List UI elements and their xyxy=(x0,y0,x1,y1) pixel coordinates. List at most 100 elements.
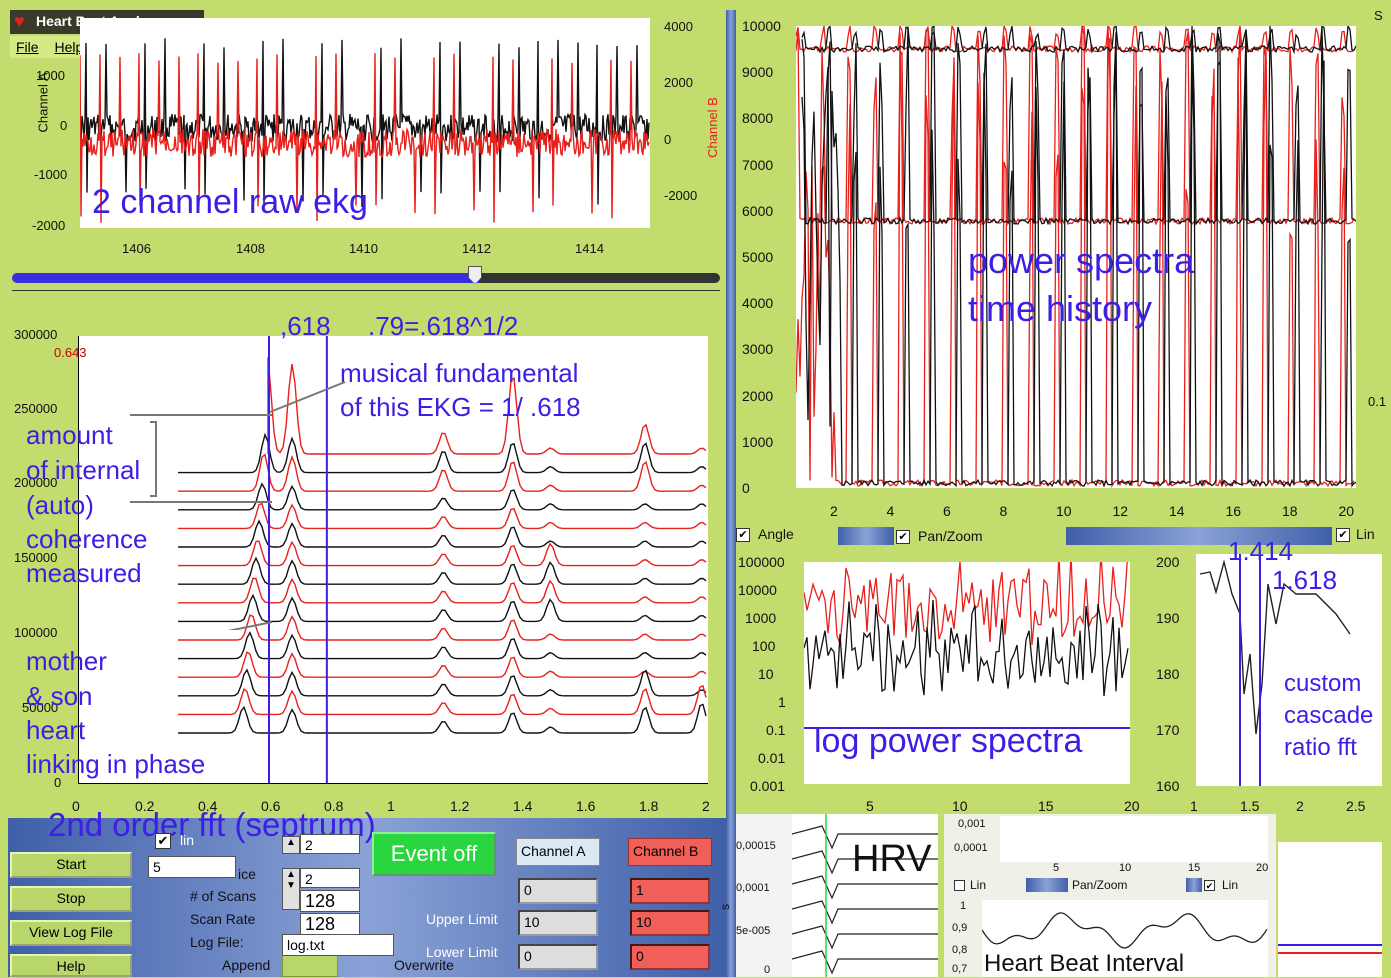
lin-checkbox[interactable]: ✔ xyxy=(155,833,171,849)
hbi-lin2-label: Lin xyxy=(1222,878,1239,892)
ekg-ytick-left: 0 xyxy=(60,118,68,133)
annot-heart: heart xyxy=(26,715,86,745)
append-toggle[interactable] xyxy=(282,955,338,977)
hrv-trace xyxy=(792,950,938,975)
hbi-ytick2: 1 xyxy=(960,900,967,912)
angle-slider[interactable] xyxy=(838,527,894,545)
log-ytick: 100000 xyxy=(738,554,785,570)
help-button[interactable]: Help xyxy=(10,954,132,977)
menu-file[interactable]: File xyxy=(16,39,39,55)
septrum-ytick: 200000 xyxy=(14,475,58,490)
log-ytick: 10000 xyxy=(738,582,777,598)
ratio-xtick: 1.5 xyxy=(1240,798,1260,814)
ekg-trace xyxy=(80,38,650,208)
hbi-lin-checkbox[interactable] xyxy=(954,880,965,891)
hbi-ytick: 0,001 xyxy=(958,818,986,830)
annot-measured: measured xyxy=(26,558,142,588)
annot-power-2: time history xyxy=(968,288,1153,329)
logfile-label: Log File: xyxy=(190,934,244,950)
scans-field[interactable]: 128 xyxy=(300,890,360,912)
power-ytick: 1000 xyxy=(742,433,774,450)
log-power-trace xyxy=(804,562,1128,646)
power-xtick: 20 xyxy=(1338,503,1355,519)
panzoom-slider[interactable] xyxy=(1066,527,1332,545)
angle-checkbox[interactable]: ✔ xyxy=(736,528,750,542)
hbi-annotation: Heart Beat Interval xyxy=(984,950,1185,977)
spin-up-icon[interactable]: ▲ xyxy=(282,836,300,854)
edge-label-s: S xyxy=(1374,8,1383,23)
septrum-xtick: 0.6 xyxy=(261,798,281,814)
power-ytick: 8000 xyxy=(742,110,774,127)
hbi-trace xyxy=(982,912,1268,949)
power-trace xyxy=(801,26,1356,226)
ratio-xtick: 2 xyxy=(1296,798,1304,814)
log-power-traces xyxy=(804,562,1130,729)
log-ytick: 0.1 xyxy=(766,722,786,738)
septrum-ytick: 0 xyxy=(54,775,62,790)
power-xtick: 6 xyxy=(943,503,951,519)
channel-a-lower-field[interactable]: 0 xyxy=(518,944,598,970)
hrv-ytick: 0 xyxy=(764,964,771,976)
septrum-trace xyxy=(178,540,707,567)
hrv-plot xyxy=(792,814,938,977)
septrum-trace xyxy=(178,482,707,511)
lin-checkbox-power[interactable]: ✔ xyxy=(1336,528,1350,542)
annot-618: ,618 xyxy=(280,311,331,341)
hbi-lin2-checkbox[interactable]: ✔ xyxy=(1204,880,1215,891)
ekg-ytick-right: -2000 xyxy=(664,188,698,203)
menu-help[interactable]: Help xyxy=(54,39,84,55)
time-slider-track[interactable] xyxy=(12,273,720,283)
spin-field-top[interactable]: 2 xyxy=(300,834,360,854)
heart-icon: ♥ xyxy=(14,11,25,31)
channels-field[interactable]: 5 xyxy=(148,856,236,878)
legend-window xyxy=(1278,842,1382,977)
ratio-ytick: 160 xyxy=(1156,778,1180,794)
rate-field[interactable]: 128 xyxy=(300,913,360,935)
septrum-trace xyxy=(178,614,707,641)
annot-1414: 1.414 xyxy=(1228,536,1294,566)
panzoom-checkbox[interactable]: ✔ xyxy=(896,530,910,544)
spin-field-lin[interactable]: 2 xyxy=(300,868,360,888)
septrum-xtick: 2 xyxy=(702,798,710,814)
channel-b-lower-field[interactable]: 0 xyxy=(630,944,710,970)
spin-icon[interactable]: ▲ ▼ xyxy=(282,868,300,910)
septrum-trace xyxy=(178,703,707,734)
time-slider-thumb[interactable] xyxy=(468,266,482,284)
power-ytick: 4000 xyxy=(742,295,774,312)
ekg-xtick: 1412 xyxy=(462,241,491,256)
log-xtick: 20 xyxy=(1124,798,1140,814)
start-button[interactable]: Start xyxy=(10,852,132,878)
power-ytick: 3000 xyxy=(742,341,774,358)
panzoom-label: Pan/Zoom xyxy=(918,528,983,544)
ekg-ylabel-right: Channel B xyxy=(704,97,720,158)
ekg-xtick: 1406 xyxy=(122,241,151,256)
channel-a-field[interactable]: 0 xyxy=(518,878,598,904)
event-toggle-button[interactable]: Event off xyxy=(372,832,496,876)
log-ytick: 1000 xyxy=(745,610,777,626)
log-ytick: 0.001 xyxy=(750,778,786,794)
ekg-trace xyxy=(80,53,650,223)
hbi-slider-2[interactable] xyxy=(1186,878,1202,892)
hbi-slider-1[interactable] xyxy=(1026,878,1068,892)
view-log-button[interactable]: View Log File xyxy=(10,920,132,946)
septrum-xtick: 0.8 xyxy=(324,798,344,814)
ekg-ytick-right: 2000 xyxy=(664,75,693,90)
hrv-traces xyxy=(792,814,938,977)
septrum-ytick: 150000 xyxy=(14,550,58,565)
septrum-y-axis xyxy=(78,336,79,784)
stop-button[interactable]: Stop xyxy=(10,886,132,912)
overwrite-label: Overwrite xyxy=(394,957,454,973)
septrum-trace xyxy=(267,357,707,455)
slider-ruler xyxy=(12,290,720,291)
hrv-ytick: 0,00015 xyxy=(736,840,776,852)
ratio-fft-plot xyxy=(1196,554,1382,786)
channel-b-header: Channel B xyxy=(628,838,712,866)
power-ytick: 7000 xyxy=(742,156,774,173)
channel-b-upper-field[interactable]: 10 xyxy=(630,910,710,936)
lin-label-power: Lin xyxy=(1356,526,1375,542)
hbi-lin-label: Lin xyxy=(970,878,987,892)
log-xtick: 10 xyxy=(952,798,968,814)
logfile-field[interactable]: log.txt xyxy=(282,934,394,956)
channel-b-field[interactable]: 1 xyxy=(630,878,710,904)
channel-a-upper-field[interactable]: 10 xyxy=(518,910,598,936)
